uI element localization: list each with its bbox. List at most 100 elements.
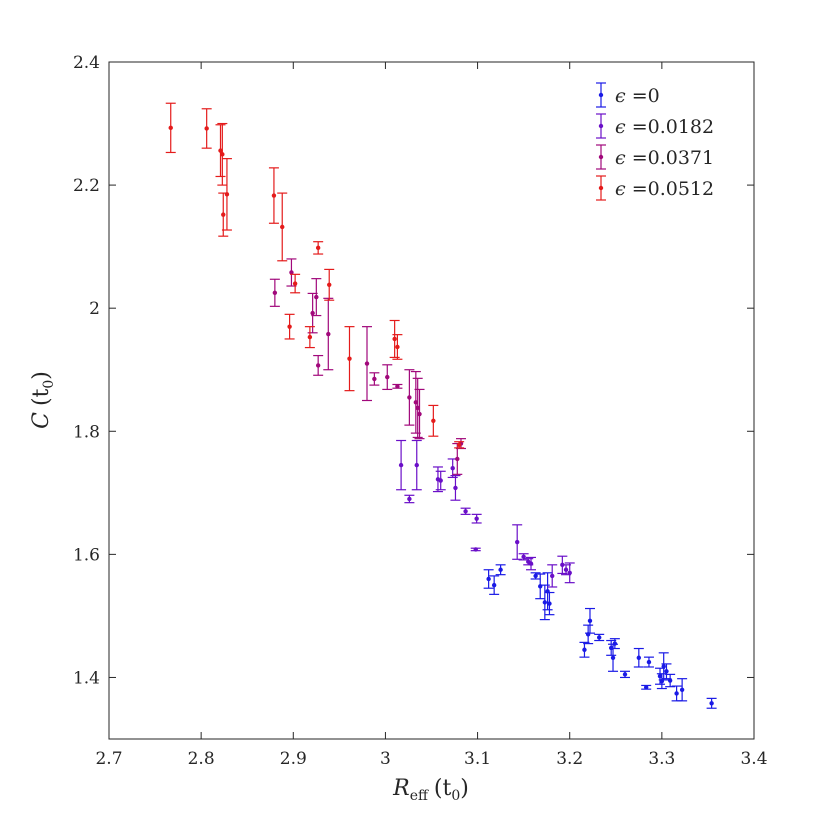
data-point [395,384,400,389]
data-point [392,336,397,342]
data-point [542,600,548,605]
x-axis-title-arg-end: ) [460,776,469,801]
data-point [587,618,593,624]
data-point [292,281,298,286]
y-tick-label: 1.6 [73,545,100,565]
data-point [415,405,420,411]
x-axis-title: Reff (t0) [392,776,469,804]
y-tick-label: 2.2 [73,176,100,196]
data-point [310,310,315,316]
data-point [661,664,666,669]
data-point [280,224,285,230]
data-point [498,567,503,572]
data-point [307,334,313,340]
legend-marker [598,154,604,160]
x-tick-label: 2.9 [280,749,307,769]
data-point [407,496,412,502]
x-axis-title-arg: (t [434,776,452,801]
data-point [414,462,419,468]
data-point [385,374,390,380]
data-point [315,363,321,368]
data-point [646,659,652,665]
data-point [597,635,602,640]
data-point [271,193,277,198]
data-point [667,678,673,683]
plot-area [108,61,755,740]
y-axis-title-arg-sub: 0 [41,380,57,389]
data-point [567,570,572,576]
data-point [474,516,479,521]
x-tick-label: 3 [380,749,391,769]
data-point [347,356,352,361]
data-point [547,601,552,606]
x-tick-label: 2.7 [95,749,122,769]
legend-epsilon-symbol: ϵ [615,178,632,200]
legend-epsilon-symbol: ϵ [615,147,632,169]
legend-label: ϵ =0.0512 [615,178,714,200]
data-point [528,561,534,566]
data-point [643,685,649,690]
data-point [463,509,468,514]
data-point [657,674,663,679]
data-point [679,687,685,692]
data-point [456,442,462,448]
data-point [612,641,618,646]
data-point [364,361,370,366]
data-point [413,400,419,405]
data-point [220,152,225,157]
legend-label: ϵ =0.0371 [615,147,714,169]
data-point [289,270,294,275]
y-tick-label: 2.4 [73,53,100,73]
y-axis-title-arg-end: ) [29,371,54,380]
data-point [664,669,669,674]
legend-value: =0.0512 [632,178,714,200]
x-axis-title-sub: eff [410,788,429,804]
legend-item-1: ϵ =0.0182 [596,113,714,139]
data-point [327,282,332,287]
series-2 [269,258,466,475]
series-3 [165,102,465,449]
data-point [636,655,642,660]
legend-item-3: ϵ =0.0512 [596,175,714,201]
data-point [417,411,422,417]
data-point [395,344,400,350]
x-tick-label: 3.2 [556,749,583,769]
data-point [224,192,230,197]
data-point [315,245,321,251]
y-tick-label: 1.4 [73,668,100,688]
data-point [491,582,497,588]
data-point [218,148,223,153]
data-point [455,456,460,462]
y-axis-title: C (t0) [29,371,57,429]
data-point [438,478,443,483]
legend-marker [598,92,604,98]
data-point [709,701,714,706]
series-layer [165,102,717,709]
data-point [204,126,209,131]
y-axis-title-main: C [29,412,54,429]
data-point [674,691,679,696]
legend-marker [598,123,604,129]
x-tick-label: 3.4 [740,749,767,769]
legend-item-0: ϵ =0 [596,82,660,108]
x-axis-title-arg-sub: 0 [451,788,460,804]
axis-ticks: 2.7 2.8 2.9 3 3.1 3.2 3.3 3.4 1.4 1.6 1.8 2 2.2 2.4 [73,53,768,769]
data-point [486,576,491,582]
x-axis-title-main: R [392,776,410,801]
data-point [314,294,319,300]
series-1 [396,439,575,588]
data-point [221,212,226,217]
legend-value: =0.0371 [632,147,714,169]
data-point [521,554,526,560]
data-point [326,331,331,337]
data-point [622,672,628,677]
data-point [407,395,412,400]
x-tick-label: 3.3 [648,749,675,769]
data-point [272,290,278,295]
x-tick-label: 3.1 [464,749,491,769]
legend-label: ϵ =0.0182 [615,116,714,138]
data-point [168,125,173,131]
data-point [372,376,377,382]
